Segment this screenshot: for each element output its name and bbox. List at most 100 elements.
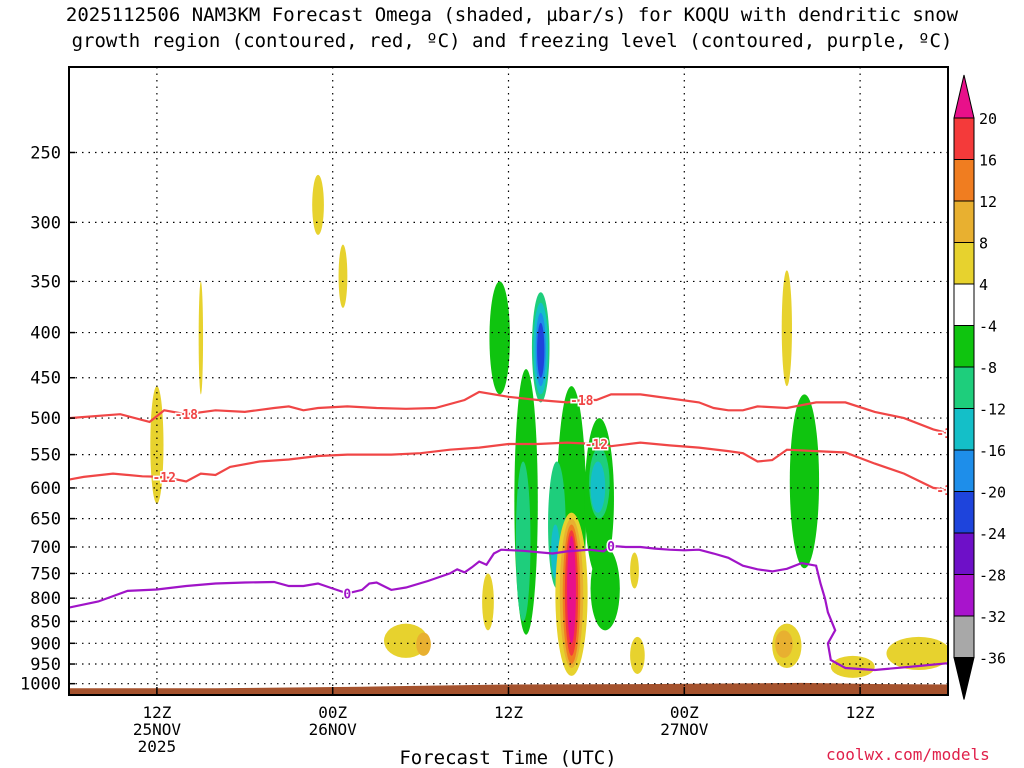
omega-region-32 <box>515 461 531 622</box>
omega-region-50 <box>630 636 645 674</box>
colorbar-label-10: -24 <box>979 525 1006 543</box>
x-tick-label: 12Z <box>494 703 523 722</box>
colorbar-bottom-arrow <box>953 657 975 700</box>
omega-region-26 <box>489 281 510 395</box>
omega-region-38 <box>590 461 606 513</box>
temperature-contours: -18 -18 -18 -12 -12 -12 0 0 <box>69 390 960 672</box>
contour-label: -18 <box>936 427 960 442</box>
omega-region-9 <box>313 425 329 525</box>
omega-region-3 <box>244 281 255 352</box>
omega-region-25 <box>920 586 929 624</box>
omega-region-48 <box>567 535 576 644</box>
omega-region-0 <box>223 253 231 395</box>
omega-region-5 <box>312 174 324 235</box>
colorbar-segment-4 <box>953 242 975 285</box>
y-tick-label-700: 700 <box>30 538 61 558</box>
x-tick-label: 25NOV <box>133 720 182 739</box>
omega-region-42 <box>416 632 431 656</box>
y-tick-label-1000: 1000 <box>20 675 61 695</box>
chart-title-line-1: 2025112506 NAM3KM Forecast Omega (shaded… <box>65 4 959 26</box>
contour-label: -12 <box>152 471 175 486</box>
y-tick-label-250: 250 <box>30 143 61 163</box>
omega-region-24 <box>871 598 887 637</box>
contour-label: 0 <box>343 587 351 602</box>
omega-region-10 <box>334 468 355 548</box>
omega-region-31 <box>789 394 820 569</box>
colorbar-label-5: -4 <box>979 318 997 336</box>
colorbar-segment-5 <box>953 283 975 326</box>
colorbar-segment-1 <box>953 117 975 160</box>
omega-region-4 <box>274 215 289 298</box>
chart-title-line-2: growth region (contoured, red, ºC) and f… <box>71 30 953 52</box>
colorbar-segment-9 <box>953 449 975 492</box>
omega-region-17 <box>618 160 672 608</box>
omega-region-11 <box>354 458 382 548</box>
x-tick-label: 12Z <box>142 703 171 722</box>
omega-region-8 <box>252 541 279 635</box>
omega-region-12 <box>381 461 417 617</box>
contour-line-0 <box>69 544 948 672</box>
y-tick-label-550: 550 <box>30 446 61 466</box>
x-tick-label: 00Z <box>670 703 699 722</box>
contour-line-minus18 <box>69 390 948 435</box>
y-tick-label-300: 300 <box>30 213 61 233</box>
omega-region-7 <box>196 500 220 635</box>
colorbar-segment-11 <box>953 532 975 575</box>
omega-region-19 <box>713 94 758 419</box>
omega-region-51 <box>781 270 792 387</box>
colorbar: 20 16 12 8 4 -4 -8 -12 -16 -20 -24 -28 -32 -36 <box>953 74 1006 700</box>
colorbar-segment-6 <box>953 325 975 368</box>
gridlines <box>69 67 948 695</box>
x-axis-label: Forecast Time (UTC) <box>399 747 616 768</box>
contour-line-minus12 <box>69 441 948 491</box>
colorbar-label-4: 4 <box>979 276 988 294</box>
y-tick-label-400: 400 <box>30 324 61 344</box>
colorbar-segment-8 <box>953 408 975 451</box>
colorbar-label-2: 12 <box>979 193 997 211</box>
omega-region-55 <box>886 636 948 671</box>
contour-label: -12 <box>585 438 608 453</box>
y-tick-label-950: 950 <box>30 655 61 675</box>
omega-region-49 <box>630 552 639 589</box>
omega-region-22 <box>801 103 817 313</box>
y-tick-label-850: 850 <box>30 612 61 632</box>
y-tick-label-650: 650 <box>30 510 61 530</box>
y-axis: 2503003504004505005506006507007508008509… <box>20 143 75 695</box>
colorbar-label-8: -16 <box>979 442 1006 460</box>
x-tick-label: 2025 <box>138 737 177 756</box>
omega-region-43 <box>482 573 494 631</box>
omega-region-40 <box>537 322 545 378</box>
x-tick-label: 27NOV <box>660 720 709 739</box>
contour-label: -18 <box>174 408 198 423</box>
contour-label: -18 <box>570 394 594 409</box>
y-tick-label-600: 600 <box>30 479 61 499</box>
x-tick-label: 00Z <box>318 703 347 722</box>
x-tick-label: 12Z <box>846 703 875 722</box>
plot-area <box>69 94 948 695</box>
y-tick-label-800: 800 <box>30 589 61 609</box>
colorbar-segment-10 <box>953 491 975 534</box>
y-tick-label-350: 350 <box>30 272 61 292</box>
colorbar-label-13: -36 <box>979 650 1006 668</box>
omega-region-1 <box>198 281 204 395</box>
site-watermark: coolwx.com/models <box>826 745 990 764</box>
contour-label: -12 <box>936 484 959 499</box>
omega-region-41 <box>383 623 428 658</box>
omega-region-6 <box>338 244 348 308</box>
omega-region-53 <box>775 630 793 658</box>
contour-label: 0 <box>607 540 615 555</box>
omega-region-23 <box>823 360 862 558</box>
colorbar-label-0: 20 <box>979 110 997 128</box>
colorbar-segment-12 <box>953 574 975 617</box>
colorbar-top-arrow <box>953 74 975 119</box>
colorbar-label-7: -12 <box>979 401 1006 419</box>
y-tick-label-900: 900 <box>30 634 61 654</box>
y-tick-label-750: 750 <box>30 564 61 584</box>
colorbar-label-3: 8 <box>979 235 988 253</box>
omega-region-54 <box>830 655 875 678</box>
colorbar-label-1: 16 <box>979 152 997 170</box>
colorbar-segment-13 <box>953 615 975 658</box>
y-tick-label-500: 500 <box>30 409 61 429</box>
